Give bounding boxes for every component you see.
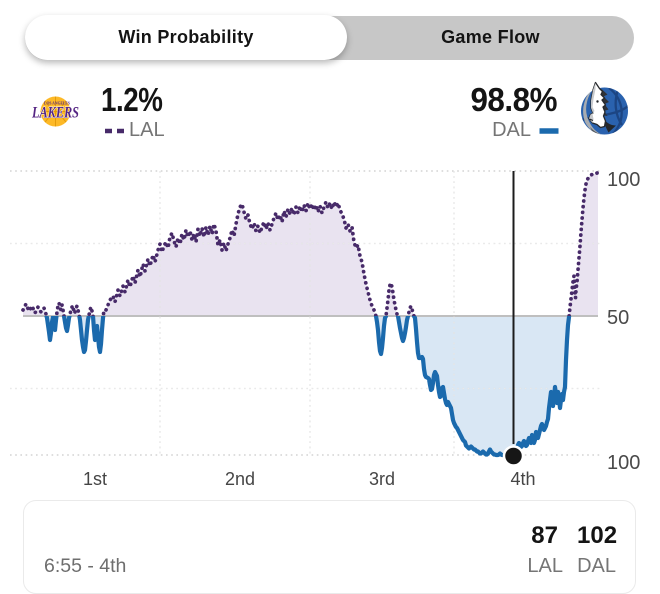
svg-text:50: 50 (607, 307, 629, 329)
svg-text:LAKERS: LAKERS (31, 105, 79, 122)
svg-text:LOS ANGELES: LOS ANGELES (44, 101, 71, 106)
svg-text:4th: 4th (510, 469, 535, 489)
svg-text:100: 100 (607, 452, 640, 474)
svg-text:1st: 1st (83, 469, 107, 489)
svg-text:3rd: 3rd (369, 469, 395, 489)
svg-text:2nd: 2nd (225, 469, 255, 489)
svg-text:100: 100 (607, 169, 640, 191)
